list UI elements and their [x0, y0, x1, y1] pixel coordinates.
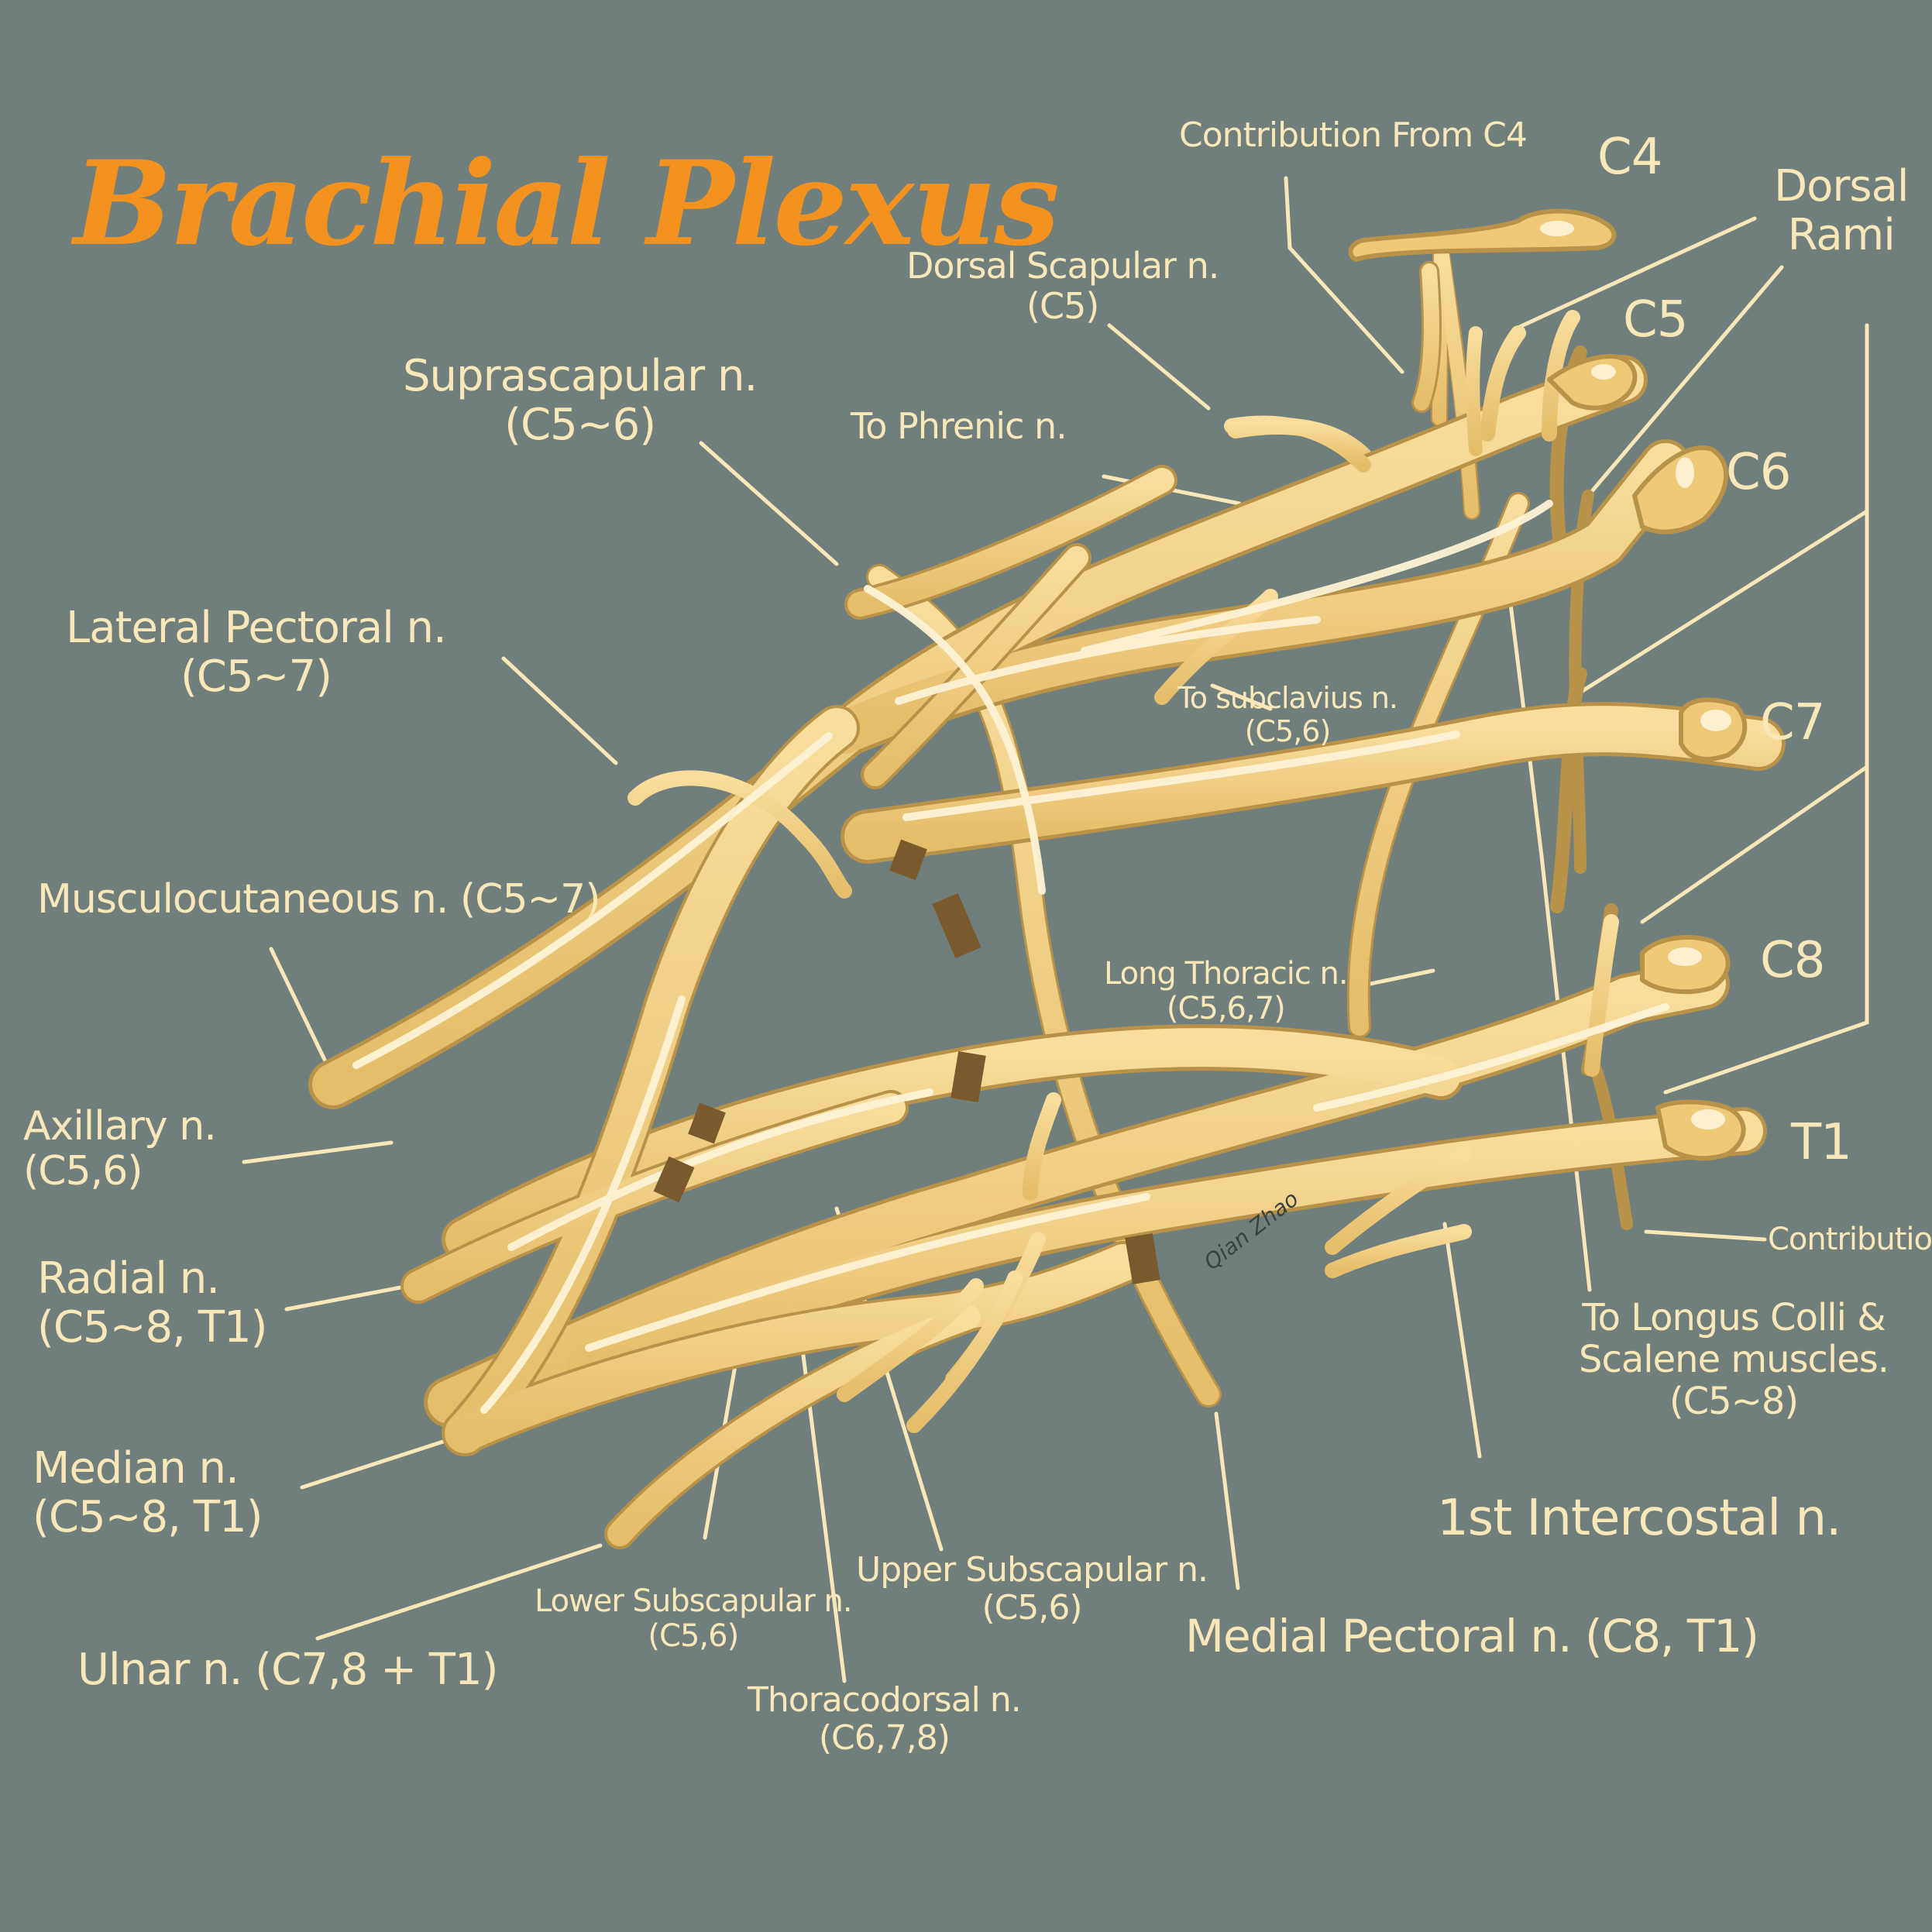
label-thoracodorsal: Thoracodorsal n. (C6,7,8)	[748, 1680, 1022, 1758]
root-label-c6: C6	[1726, 444, 1791, 501]
label-upper-subscapular: Upper Subscapular n. (C5,6)	[856, 1550, 1208, 1628]
root-label-c7: C7	[1760, 694, 1825, 751]
label-dorsal-rami: Dorsal Rami	[1774, 161, 1909, 260]
root-label-t1: T1	[1791, 1114, 1852, 1171]
root-label-c8: C8	[1760, 932, 1825, 989]
label-to-longus-colli: To Longus Colli & Scalene muscles. (C5~8…	[1579, 1296, 1889, 1423]
label-to-subclavius: To subclavius n. (C5,6)	[1177, 681, 1398, 748]
label-dorsal-scapular: Dorsal Scapular n. (C5)	[906, 245, 1219, 327]
label-medial-pectoral: Medial Pectoral n. (C8, T1)	[1185, 1610, 1759, 1662]
label-median: Median n. (C5~8, T1)	[33, 1443, 263, 1542]
label-contribution-c4: Contribution From C4	[1179, 115, 1528, 155]
nerve-trunks	[308, 208, 1786, 1549]
label-musculocutaneous: Musculocutaneous n. (C5~7)	[37, 876, 601, 923]
root-label-c4: C4	[1597, 129, 1662, 186]
label-lateral-pectoral: Lateral Pectoral n. (C5~7)	[66, 603, 447, 702]
label-to-phrenic: To Phrenic n.	[851, 405, 1067, 447]
label-ulnar: Ulnar n. (C7,8 + T1)	[77, 1645, 498, 1695]
page-title: Brachial Plexus	[74, 136, 1060, 272]
leader-lines	[242, 176, 1869, 1683]
label-axillary: Axillary n. (C5,6)	[23, 1103, 217, 1195]
label-first-intercostal: 1st Intercostal n.	[1437, 1490, 1841, 1547]
label-lower-subscapular: Lower Subscapular n. (C5,6)	[535, 1583, 853, 1654]
label-contribution-t2: Contribution Fr	[1768, 1222, 1932, 1257]
label-suprascapular: Suprascapular n. (C5~6)	[403, 351, 758, 450]
root-label-c5: C5	[1623, 291, 1688, 349]
label-long-thoracic: Long Thoracic n. (C5,6,7)	[1104, 956, 1349, 1026]
label-radial: Radial n. (C5~8, T1)	[37, 1253, 267, 1353]
